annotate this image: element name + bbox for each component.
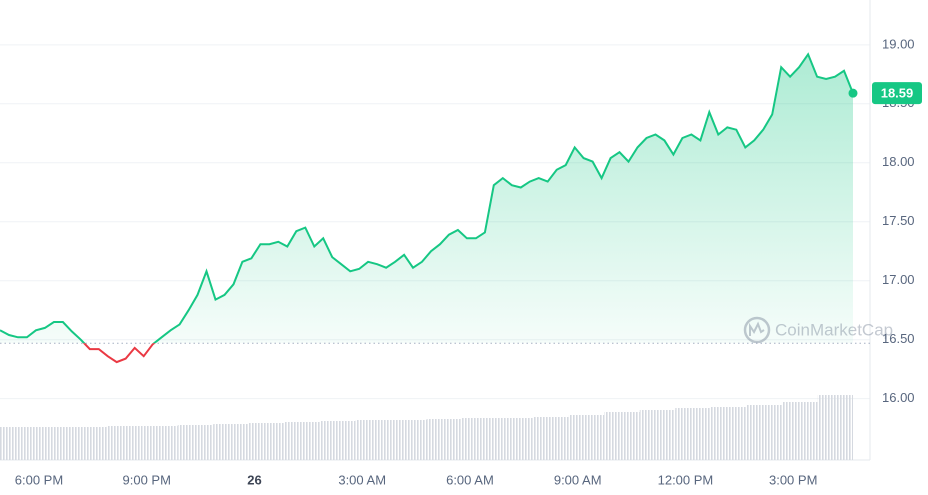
volume-bar: [497, 418, 534, 460]
price-tag: [872, 82, 922, 105]
x-tick-label: 9:00 PM: [123, 472, 171, 487]
y-tick-label: 19.00: [882, 36, 915, 51]
volume-bar: [390, 420, 427, 460]
volume-bar: [426, 419, 463, 460]
volume-bar: [604, 412, 640, 460]
volume-bar: [462, 418, 498, 460]
volume-bar: [675, 408, 711, 460]
price-line-up: [0, 52, 854, 344]
price-area: [0, 54, 853, 344]
y-tick-label: 17.00: [882, 272, 915, 287]
volume-bar: [177, 425, 214, 460]
volume-bar: [284, 422, 320, 460]
x-tick-label: 26: [247, 472, 261, 487]
volume-bar: [710, 407, 747, 460]
volume-bar: [0, 427, 36, 460]
volume-bar: [142, 426, 178, 460]
watermark-text: CoinMarketCap: [775, 320, 893, 339]
x-tick-label: 12:00 PM: [658, 472, 714, 487]
volume-bar: [71, 427, 107, 460]
volume-bar: [817, 395, 853, 460]
x-tick-label: 3:00 AM: [338, 472, 386, 487]
watermark: CoinMarketCap: [743, 316, 893, 344]
volume-bar: [248, 423, 285, 460]
volume-bar: [746, 405, 782, 460]
y-tick-label: 18.00: [882, 154, 915, 169]
x-tick-label: 3:00 PM: [769, 472, 817, 487]
x-tick-label: 9:00 AM: [554, 472, 602, 487]
last-point: [848, 88, 858, 98]
y-tick-label: 16.00: [882, 390, 915, 405]
volume-bar: [639, 410, 676, 460]
y-tick-label: 17.50: [882, 213, 915, 228]
volume-bar: [106, 426, 143, 460]
price-line-down: [82, 343, 156, 364]
volume-bar: [781, 402, 818, 460]
volume-bar: [319, 421, 356, 460]
price-tag-label: 18.59: [881, 86, 914, 101]
x-tick-label: 6:00 PM: [15, 472, 63, 487]
y-tick-label: 16.50: [882, 331, 915, 346]
volume-bar: [213, 424, 249, 460]
x-tick-label: 6:00 AM: [446, 472, 494, 487]
volume-bar: [35, 427, 72, 460]
volume-bar: [355, 420, 391, 460]
volume-bar: [568, 415, 605, 460]
volume-bar: [533, 417, 569, 460]
